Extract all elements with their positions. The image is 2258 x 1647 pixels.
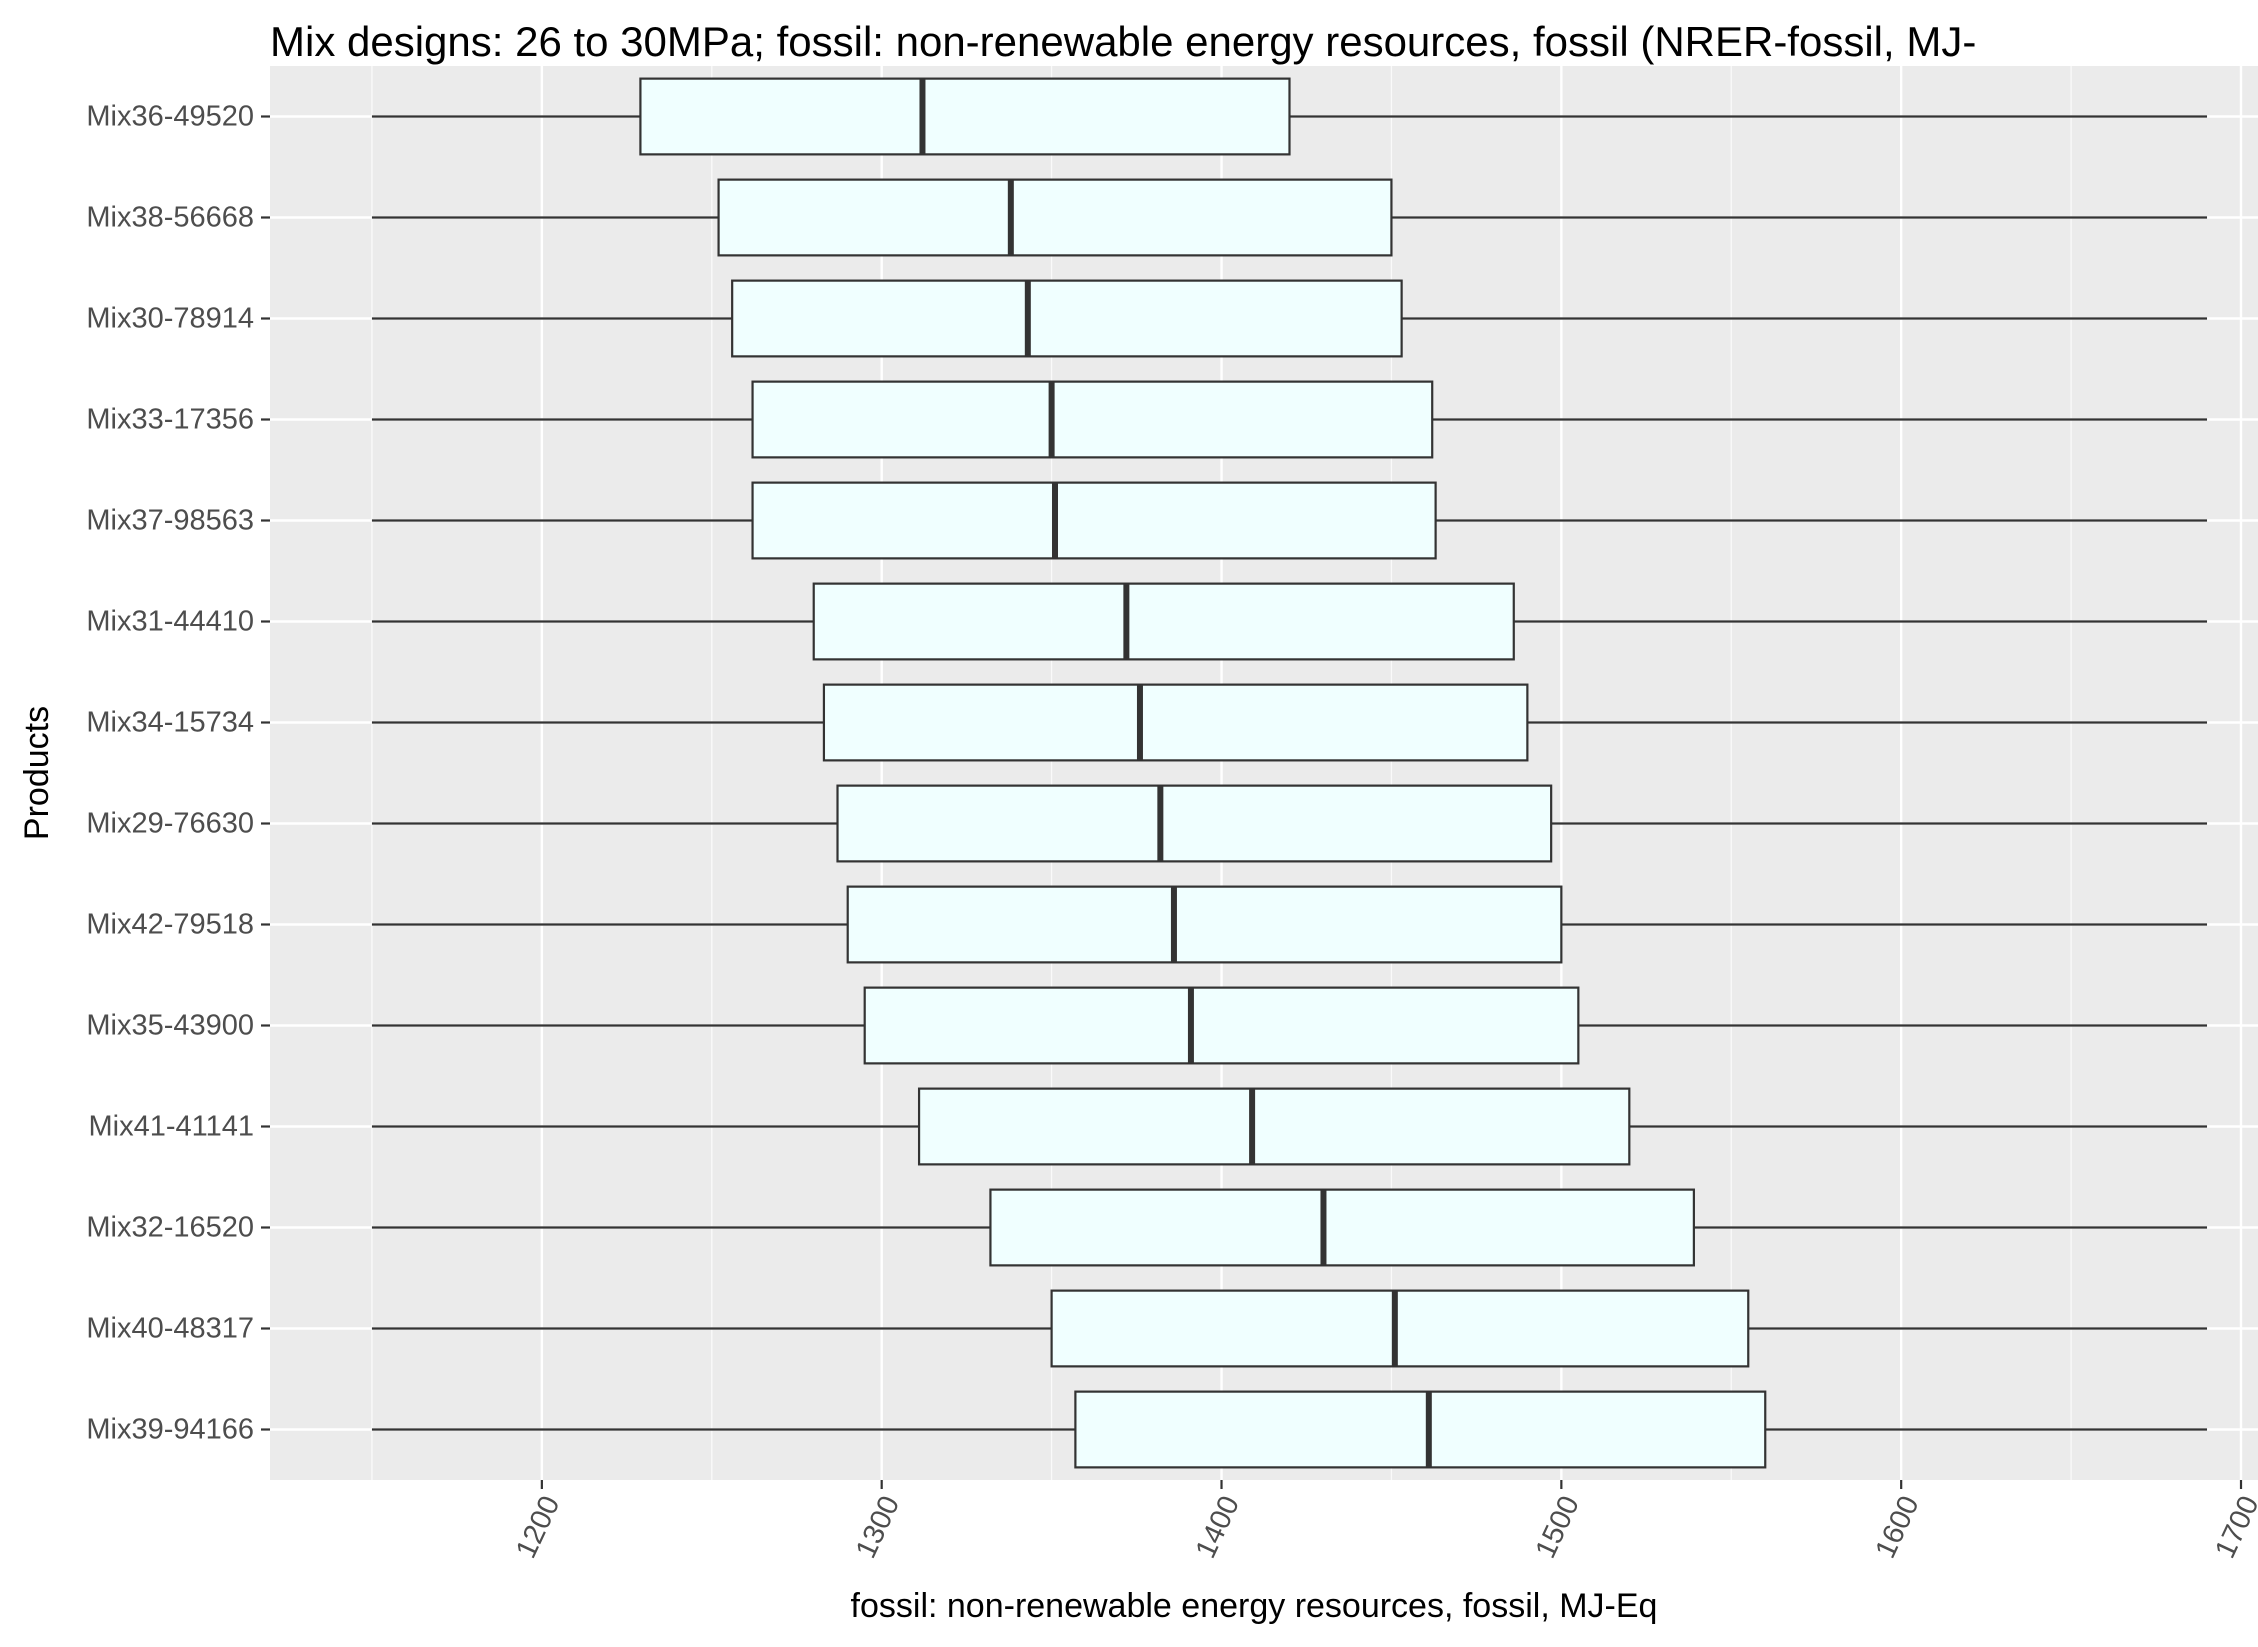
x-axis-title: fossil: non-renewable energy resources, … <box>851 1587 1658 1625</box>
iqr-box <box>731 279 1403 358</box>
y-tick-label: Mix32-16520 <box>86 1212 254 1244</box>
y-tick-label: Mix40-48317 <box>86 1313 254 1345</box>
box-series <box>371 77 2208 1469</box>
box-Mix42-79518 <box>371 885 2208 964</box>
box-Mix41-41141 <box>371 1087 2208 1166</box>
box-Mix32-16520 <box>371 1188 2208 1267</box>
box-Mix31-44410 <box>371 582 2208 661</box>
iqr-box <box>989 1188 1695 1267</box>
y-tick-label: Mix38-56668 <box>86 202 254 234</box>
y-axis: Mix36-49520 Mix38-56668 Mix30-78914 Mix33-1… <box>86 101 270 1446</box>
plot-panel <box>270 66 2258 1480</box>
box-Mix35-43900 <box>371 986 2208 1065</box>
iqr-box <box>1050 1289 1750 1368</box>
box-Mix29-76630 <box>371 784 2208 863</box>
iqr-box <box>751 380 1434 459</box>
box-Mix33-17356 <box>371 380 2208 459</box>
box-Mix34-15734 <box>371 683 2208 762</box>
iqr-box <box>639 77 1291 156</box>
y-tick-label: Mix42-79518 <box>86 909 254 941</box>
box-Mix37-98563 <box>371 481 2208 560</box>
box-Mix30-78914 <box>371 279 2208 358</box>
y-tick-label: Mix34-15734 <box>86 707 254 739</box>
box-Mix40-48317 <box>371 1289 2208 1368</box>
chart-title: Mix designs: 26 to 30MPa; fossil: non-re… <box>270 18 1976 65</box>
iqr-box <box>751 481 1437 560</box>
iqr-box <box>812 582 1515 661</box>
y-tick-label: Mix31-44410 <box>86 606 254 638</box>
y-tick-label: Mix39-94166 <box>86 1414 254 1446</box>
iqr-box <box>846 885 1563 964</box>
y-tick-label: Mix37-98563 <box>86 505 254 537</box>
iqr-box <box>1074 1390 1767 1469</box>
y-tick-label: Mix41-41141 <box>88 1111 254 1143</box>
y-tick-label: Mix36-49520 <box>86 101 254 133</box>
box-Mix36-49520 <box>371 77 2208 156</box>
box-Mix39-94166 <box>371 1390 2208 1469</box>
y-tick-label: Mix29-76630 <box>86 808 254 840</box>
iqr-box <box>917 1087 1631 1166</box>
box-Mix38-56668 <box>371 178 2208 257</box>
iqr-box <box>822 683 1529 762</box>
y-axis-title: Products <box>18 706 56 840</box>
y-tick-label: Mix33-17356 <box>86 404 254 436</box>
y-tick-label: Mix35-43900 <box>86 1010 254 1042</box>
iqr-box <box>836 784 1553 863</box>
y-tick-label: Mix30-78914 <box>86 303 254 335</box>
iqr-box <box>717 178 1393 257</box>
iqr-box <box>863 986 1580 1065</box>
